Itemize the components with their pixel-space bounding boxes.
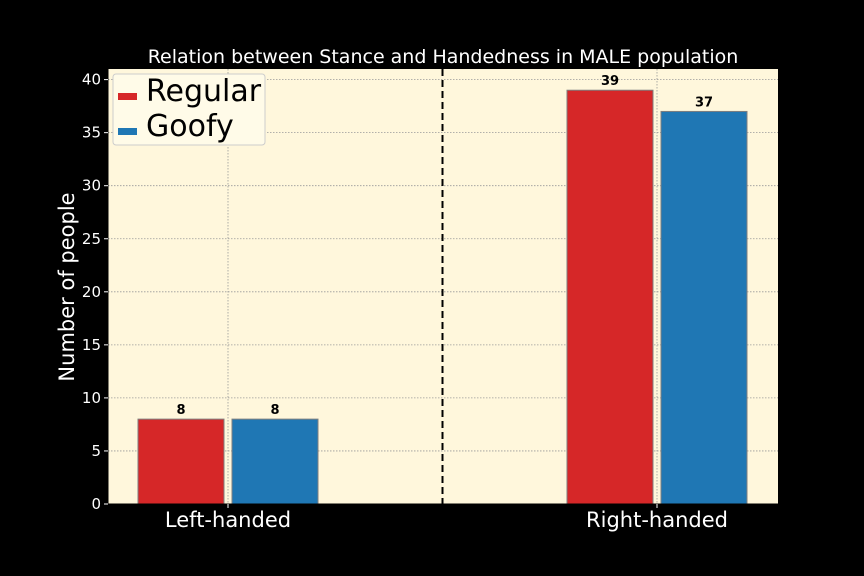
x-tick-label: Left-handed: [165, 508, 291, 532]
legend-swatch-goofy: [118, 128, 137, 135]
bar-goofy-left-handed: [231, 418, 319, 505]
y-tick-label: 40: [82, 71, 101, 89]
legend-label-goofy: Goofy: [146, 109, 234, 144]
y-tick-label: 10: [82, 389, 101, 407]
y-axis-label: Number of people: [55, 192, 79, 381]
data-labels: 8 39 8 37: [176, 74, 713, 418]
y-tick-label: 15: [82, 336, 101, 354]
bar-goofy-right-handed: [660, 110, 748, 505]
bars: [137, 89, 748, 505]
data-label: 37: [695, 95, 713, 110]
y-tick-label: 35: [82, 124, 101, 142]
bar-regular-right-handed: [566, 89, 654, 505]
y-tick-label: 5: [91, 442, 101, 460]
data-label: 8: [270, 403, 279, 418]
data-label: 39: [601, 74, 619, 89]
y-tick-label: 25: [82, 230, 101, 248]
chart-title: Relation between Stance and Handedness i…: [148, 46, 739, 68]
legend-label-regular: Regular: [146, 74, 262, 109]
y-tick-label: 0: [91, 495, 101, 513]
legend-swatch-regular: [118, 93, 137, 100]
axes: 0 5 10 15 20 25 30 35 40 Left-handed Right-handed: [82, 69, 778, 532]
x-tick-label: Right-handed: [586, 508, 728, 532]
y-tick-label: 20: [82, 283, 101, 301]
data-label: 8: [176, 403, 185, 418]
bar-regular-left-handed: [137, 418, 225, 505]
legend-box: [112, 73, 266, 146]
y-tick-label: 30: [82, 177, 101, 195]
